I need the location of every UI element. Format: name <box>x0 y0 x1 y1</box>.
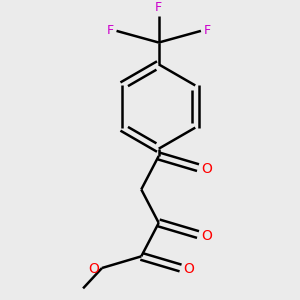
Text: F: F <box>106 24 114 38</box>
Text: O: O <box>88 262 99 277</box>
Text: F: F <box>155 1 162 14</box>
Text: O: O <box>184 262 194 277</box>
Text: O: O <box>201 162 212 176</box>
Text: F: F <box>204 24 211 38</box>
Text: O: O <box>201 229 212 243</box>
